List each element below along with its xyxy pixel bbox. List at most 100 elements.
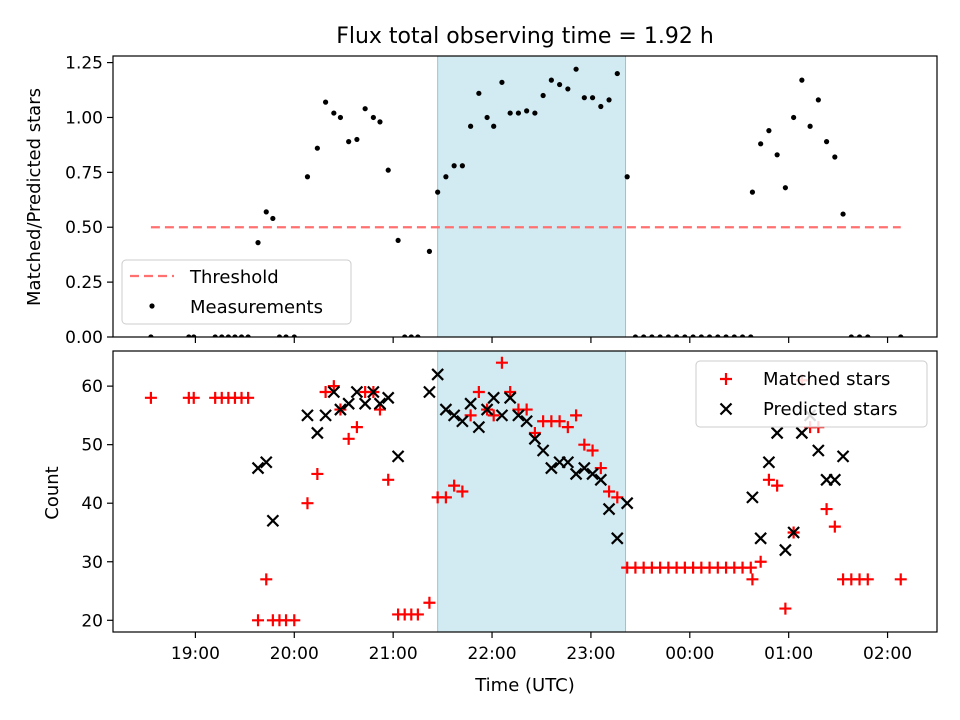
measurement-point	[186, 334, 192, 337]
matched-star-point	[350, 421, 363, 434]
measurement-point	[674, 334, 680, 337]
measurement-point	[856, 334, 863, 337]
measurement-point	[739, 334, 746, 337]
matched-star-point	[586, 444, 599, 457]
predicted-star-point	[512, 409, 525, 422]
predicted-star-point	[754, 532, 767, 545]
data-points	[144, 356, 907, 627]
predicted-star-point	[770, 426, 784, 440]
measurement-point	[548, 77, 554, 83]
matched-star-point	[771, 479, 784, 492]
matched-star-point	[411, 608, 424, 621]
predicted-star-point	[561, 455, 575, 469]
x-axis-label: Time (UTC)	[474, 675, 575, 696]
predicted-star-point	[431, 368, 444, 381]
matched-star-point	[382, 473, 395, 486]
matched-star-point	[311, 467, 324, 480]
predicted-star-point	[812, 444, 825, 457]
predicted-star-point	[311, 426, 324, 440]
measurement-point	[395, 237, 401, 244]
legend-box	[121, 259, 352, 325]
x-tick-label: 21:00	[369, 644, 418, 664]
matched-star-point	[260, 573, 273, 586]
y-tick-label: 20	[81, 611, 103, 631]
matched-star-point	[570, 409, 583, 422]
matched-star-point	[504, 385, 517, 398]
measurement-point	[459, 163, 465, 169]
measurement-point	[898, 334, 904, 337]
legend: Matched stars Predicted stars	[695, 360, 928, 428]
measurement-point	[426, 248, 433, 254]
matched-star-point	[762, 473, 775, 486]
measurement-point	[799, 77, 805, 83]
measurement-point	[641, 334, 647, 337]
matched-star-point	[578, 438, 591, 451]
measurement-point	[377, 119, 383, 125]
measurement-point	[212, 334, 218, 337]
measurement-point	[276, 334, 283, 337]
measurement-point	[191, 334, 197, 337]
measurement-point	[354, 136, 360, 143]
measurement-point	[370, 114, 376, 121]
predicted-star-point	[464, 397, 477, 410]
measurement-point	[362, 106, 368, 112]
measurement-point	[723, 334, 729, 337]
measurement-point	[232, 334, 238, 337]
bottom-y-axis-label: Count	[42, 466, 63, 519]
measurement-point	[748, 334, 754, 337]
measurement-point	[624, 174, 630, 180]
matched-star-point	[594, 462, 607, 475]
measurement-point	[532, 110, 538, 116]
legend-box	[695, 360, 928, 428]
measurement-point	[283, 334, 289, 337]
legend: Threshold Measurements	[121, 259, 352, 325]
predicted-star-point	[787, 526, 800, 539]
matched-star-point	[187, 391, 200, 404]
measurement-point	[346, 139, 352, 145]
matched-star-point	[746, 573, 759, 586]
axes-frame	[112, 350, 938, 633]
predicted-star-point	[456, 414, 469, 428]
x-tick-label: 02:00	[863, 644, 912, 664]
matched-star-point	[456, 485, 469, 498]
measurement-point	[148, 334, 154, 337]
measurement-point	[245, 334, 251, 337]
legend-measurements-label: Measurements	[190, 297, 323, 318]
measurement-point	[715, 334, 721, 337]
measurement-point	[766, 128, 772, 134]
x-tick-label: 01:00	[764, 644, 813, 664]
y-tick-label: 1.00	[65, 108, 103, 128]
measurement-point	[304, 174, 311, 180]
predicted-star-point	[528, 432, 542, 446]
measurement-point	[499, 79, 505, 85]
measurement-point	[749, 189, 756, 195]
data-points	[148, 66, 904, 337]
matched-star-point	[319, 385, 332, 398]
predicted-star-point	[536, 444, 550, 457]
y-tick-label: 0.75	[65, 163, 103, 183]
measurement-point	[557, 81, 563, 88]
predicted-star-point	[569, 467, 583, 481]
predicted-star-point	[391, 450, 405, 463]
measurement-point	[451, 163, 457, 169]
axes-frame	[112, 55, 938, 338]
predicted-star-point	[620, 496, 634, 510]
matched-star-point	[828, 520, 841, 533]
predicted-star-point	[251, 461, 265, 475]
matched-star-point	[754, 555, 767, 568]
top-y-axis-label: Matched/Predicted stars	[24, 88, 45, 306]
predicted-star-point	[423, 385, 436, 399]
y-tick-label: 0.25	[65, 273, 103, 293]
measurement-point	[614, 70, 620, 77]
x-tick-label: 19:00	[171, 644, 220, 664]
measurement-point	[270, 215, 276, 222]
matched-star-point	[327, 380, 340, 393]
measurement-point	[484, 114, 490, 121]
matched-star-point	[561, 421, 574, 434]
measurement-point	[238, 334, 245, 337]
matched-star-point	[242, 391, 255, 404]
measurement-point	[815, 97, 821, 103]
y-tick-label: 50	[81, 436, 103, 456]
predicted-star-point	[762, 455, 776, 469]
